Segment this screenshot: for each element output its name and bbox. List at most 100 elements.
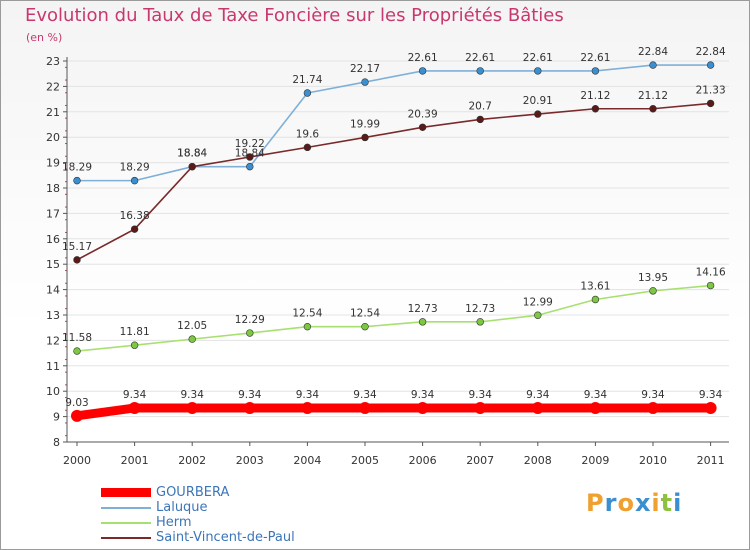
y-tick-label: 19 [46,157,60,170]
x-tick-label: 2011 [697,454,725,467]
data-point [706,61,715,69]
y-tick-label: 11 [46,360,60,373]
data-label: 13.95 [638,272,668,284]
data-label: 9.34 [123,389,147,401]
data-point [706,281,715,290]
data-point [361,78,369,86]
data-point [704,401,717,414]
y-tick-label: 21 [46,106,60,119]
data-point [361,322,369,331]
logo-letter: i [651,489,661,517]
y-tick-label: 10 [46,385,60,398]
data-label: 9.34 [641,389,665,401]
logo-letter: i [673,489,683,517]
data-point [186,401,199,414]
data-label: 21.12 [580,90,610,102]
data-label: 12.05 [177,320,207,332]
data-point [649,61,657,69]
y-unit-label: (en %) [26,31,63,44]
y-tick-label: 22 [46,80,60,93]
y-tick-label: 20 [46,131,60,144]
x-tick-label: 2005 [351,454,379,467]
legend-swatch [101,537,151,539]
data-point [591,105,600,113]
legend-swatch [101,507,151,509]
data-point [476,115,484,124]
data-point [246,162,254,171]
data-label: 9.34 [238,389,262,401]
data-label: 22.61 [523,52,553,64]
data-label: 9.34 [411,389,435,401]
legend-swatch [101,522,151,524]
data-point [188,162,196,171]
data-label: 22.84 [696,46,726,58]
data-point [534,67,542,75]
data-label: 12.73 [408,303,438,315]
data-label: 19.22 [235,138,265,150]
data-label: 18.29 [120,162,150,174]
data-point [534,311,542,319]
data-label: 20.7 [469,100,492,112]
x-tick-label: 2009 [581,454,609,467]
data-point [301,401,314,414]
data-point [589,401,602,414]
data-point [476,67,484,75]
data-label: 9.34 [699,389,723,401]
data-point [246,153,254,161]
logo-letter: o [617,489,635,517]
data-point [128,401,141,414]
logo-letter: P [586,489,605,517]
legend-label: Laluque [156,500,208,515]
y-tick-label: 16 [46,233,60,246]
x-tick-label: 2001 [121,454,149,467]
series-line-gourbera [72,403,716,421]
x-tick-label: 2000 [63,454,91,467]
data-point [591,295,600,304]
data-label: 11.81 [120,326,150,338]
data-point [246,329,254,337]
data-point [418,67,427,75]
data-label: 9.34 [181,389,205,401]
data-label: 18.84 [177,148,207,160]
data-label: 21.74 [292,74,322,86]
data-point [73,347,81,355]
data-label: 22.84 [638,46,668,58]
data-label: 22.17 [350,63,380,75]
y-tick-label: 15 [46,258,60,271]
legend-swatch [101,488,151,497]
data-point [73,256,81,264]
proxiti-logo: Proxiti [586,489,682,517]
data-label: 11.58 [62,332,92,344]
y-tick-label: 23 [46,55,60,68]
x-tick-label: 2010 [639,454,667,467]
data-label: 12.29 [235,314,265,326]
data-label: 9.34 [526,389,550,401]
y-tick-label: 18 [46,182,60,195]
logo-letter: t [660,489,674,517]
data-point [649,105,657,113]
x-tick-label: 2004 [293,454,321,467]
data-label: 18.29 [62,162,92,174]
logo-letter: r [604,489,618,517]
data-point [418,318,427,326]
data-label: 14.16 [696,267,726,279]
x-tick-label: 2008 [524,454,552,467]
data-point [188,335,196,343]
data-point [649,287,657,295]
data-point [361,133,369,142]
series-line-laluque [76,64,712,182]
data-point [418,123,427,131]
series-line-herm [76,284,712,352]
data-label: 20.39 [408,108,438,120]
legend-label: Saint-Vincent-de-Paul [156,530,295,545]
chart-title: Evolution du Taux de Taxe Foncière sur l… [25,5,564,26]
legend-label: Herm [156,515,192,530]
data-label: 18.84 [177,148,207,160]
data-point [130,225,139,233]
x-tick-label: 2007 [466,454,494,467]
y-tick-label: 12 [46,334,60,347]
data-label: 12.73 [465,303,495,315]
data-label: 12.99 [523,296,553,308]
